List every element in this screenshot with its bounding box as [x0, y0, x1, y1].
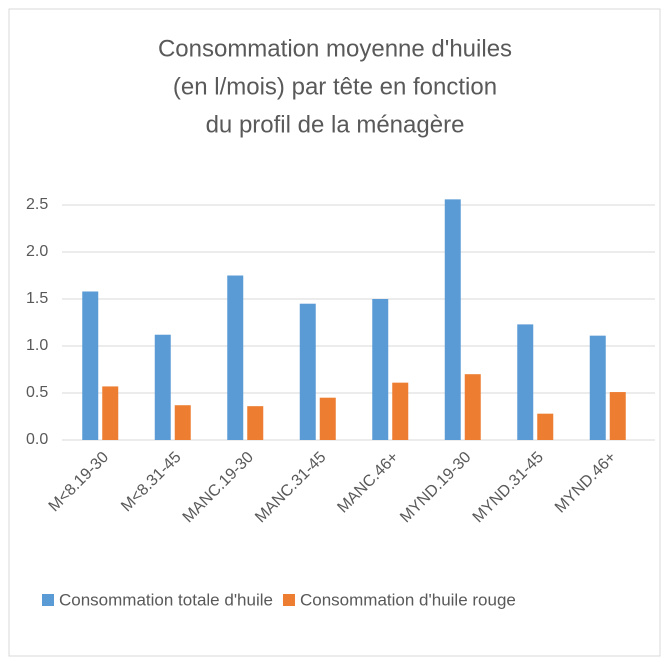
- bar: [174, 405, 191, 440]
- chart-title: du profil de la ménagère: [206, 111, 465, 138]
- bar: [589, 335, 606, 440]
- chart-title: Consommation moyenne d'huiles: [158, 35, 512, 62]
- legend-label: Consommation d'huile rouge: [300, 590, 516, 609]
- legend-swatch: [282, 594, 295, 606]
- y-tick-label: 0.0: [26, 431, 48, 448]
- bar: [444, 199, 461, 440]
- bar: [372, 299, 389, 440]
- bar: [537, 413, 554, 440]
- legend-label: Consommation totale d'huile: [59, 590, 273, 609]
- bar: [517, 324, 534, 440]
- y-tick-label: 2.0: [26, 243, 48, 260]
- chart-title: (en l/mois) par tête en fonction: [173, 73, 497, 100]
- legend-swatch: [42, 594, 54, 606]
- bar: [609, 392, 626, 440]
- bar: [464, 374, 481, 440]
- bar: [227, 275, 244, 440]
- y-tick-label: 1.0: [26, 337, 48, 354]
- y-tick-label: 2.5: [26, 196, 48, 213]
- bar: [392, 382, 409, 440]
- y-tick-label: 1.5: [26, 290, 48, 307]
- bar: [247, 406, 264, 440]
- y-tick-label: 0.5: [26, 384, 48, 401]
- bar: [102, 386, 119, 440]
- bar: [299, 303, 316, 440]
- bar: [82, 291, 99, 440]
- chart-border: [8, 8, 661, 657]
- bar: [319, 397, 336, 440]
- bar: [154, 334, 171, 440]
